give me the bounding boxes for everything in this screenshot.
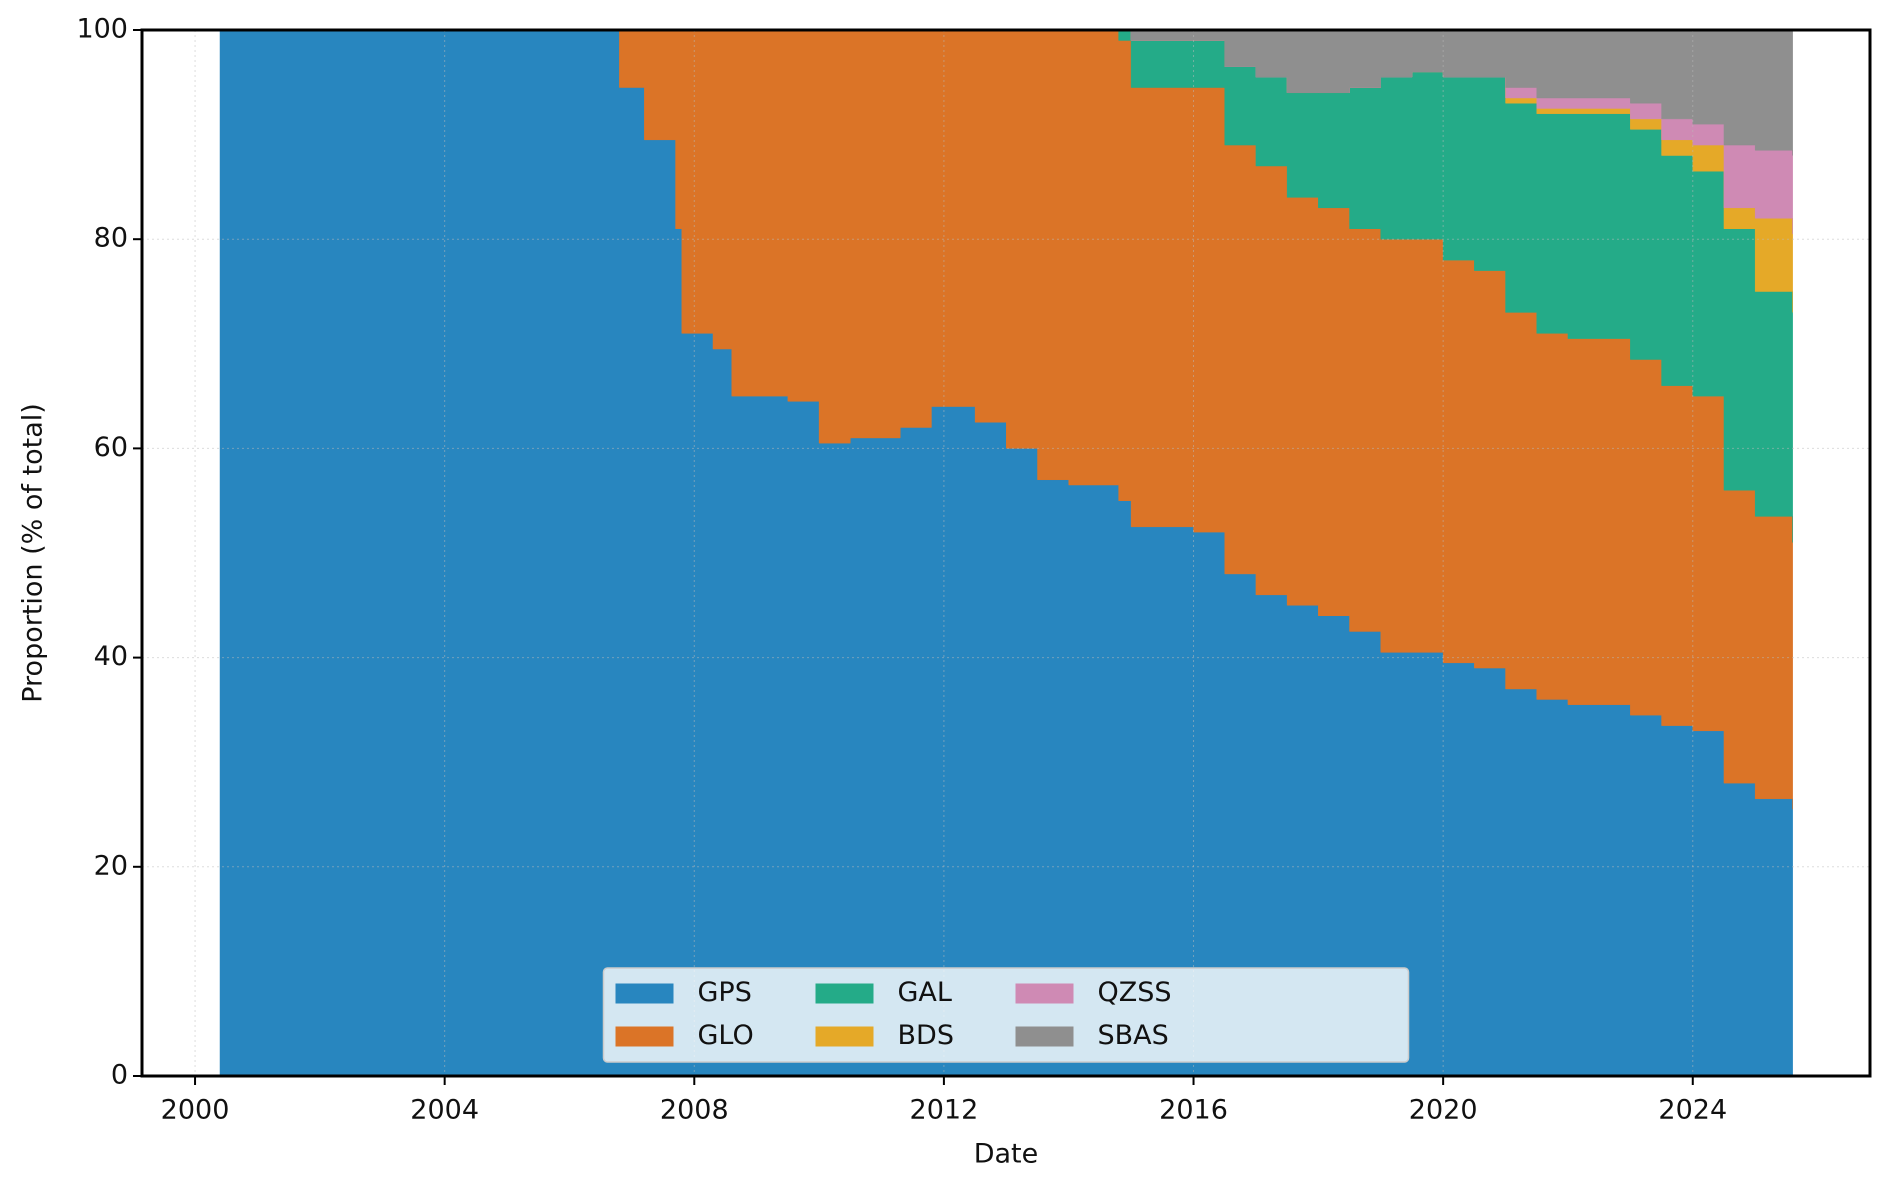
legend-swatch (1015, 1026, 1074, 1047)
x-axis-label: Date (974, 1139, 1039, 1170)
y-tick-label: 40 (94, 641, 128, 672)
plot-frame (140, 28, 1872, 1078)
y-tick-label: 80 (94, 223, 128, 254)
x-tick-label: 2024 (1658, 1095, 1727, 1126)
legend-box (602, 967, 1410, 1063)
y-axis-label: Proportion (% of total) (18, 403, 49, 703)
x-tick-label: 2012 (910, 1095, 979, 1126)
y-tick-label: 0 (111, 1060, 128, 1091)
legend-label: GLO (698, 1020, 754, 1051)
legend-swatch (815, 983, 874, 1004)
legend-label: GPS (698, 977, 752, 1008)
y-tick-label: 60 (94, 432, 128, 463)
x-tick-label: 2020 (1409, 1095, 1478, 1126)
legend-label: BDS (898, 1020, 954, 1051)
x-tick-label: 2016 (1159, 1095, 1228, 1126)
legend-label: SBAS (1098, 1020, 1169, 1051)
legend-swatch (815, 1026, 874, 1047)
x-tick-label: 2008 (660, 1095, 729, 1126)
legend-swatch (1015, 983, 1074, 1004)
x-tick-label: 2004 (410, 1095, 479, 1126)
y-tick-label: 100 (76, 14, 128, 45)
legend-swatch (615, 983, 674, 1004)
legend-label: GAL (898, 977, 952, 1008)
legend-label: QZSS (1098, 977, 1172, 1008)
x-tick-label: 2000 (161, 1095, 230, 1126)
legend-swatch (615, 1026, 674, 1047)
y-tick-label: 20 (94, 850, 128, 881)
